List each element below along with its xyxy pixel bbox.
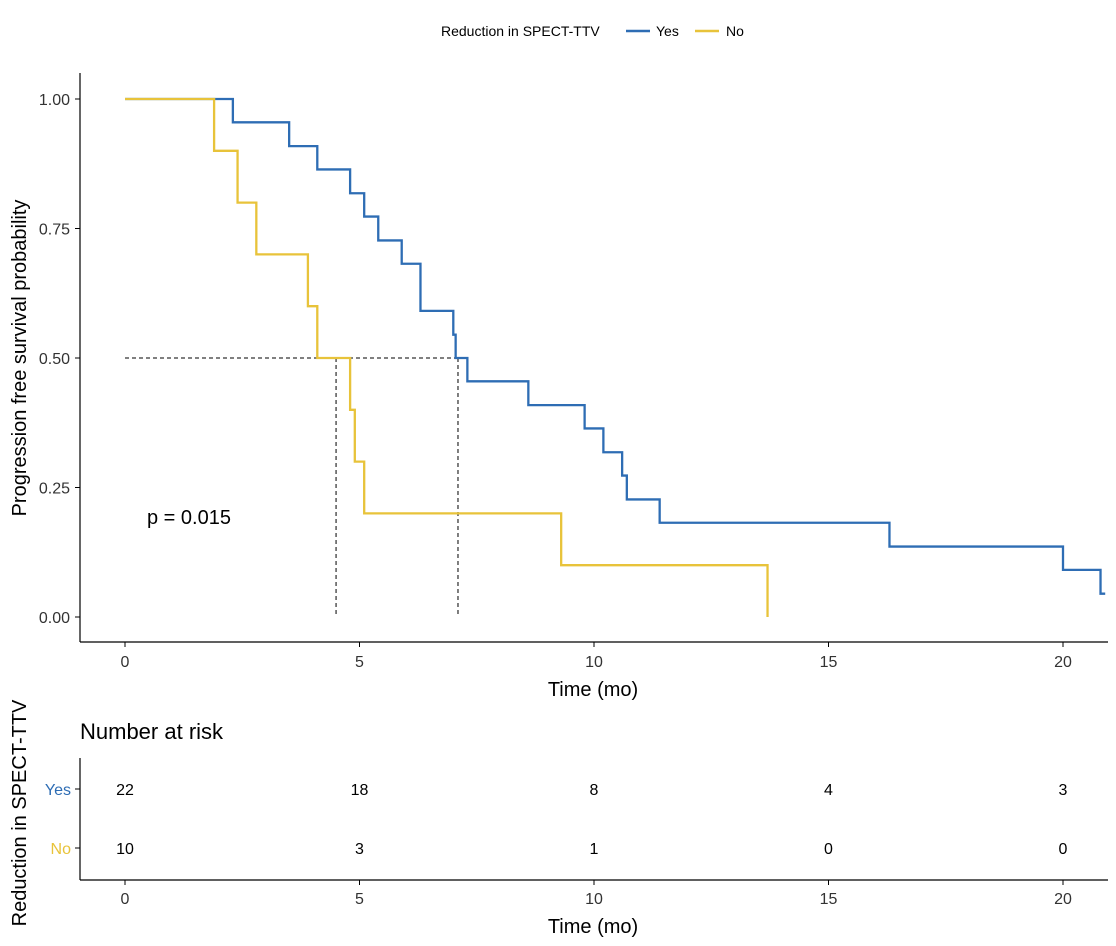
x-tick-label: 0	[121, 654, 130, 671]
risk-table: Number at risk Yes 22 18 8 4 3No 10 3 1 0 0 0 5 10 15…	[9, 699, 1108, 938]
y-tick-label: 0.00	[39, 610, 70, 627]
risk-x-ticks: 0 5 10 15 20	[121, 880, 1072, 908]
y-tick-label: 1.00	[39, 92, 70, 109]
risk-count: 22	[116, 782, 134, 799]
survival-curves	[125, 97, 1106, 617]
risk-count: 4	[824, 782, 833, 799]
x-tick-label: 5	[355, 654, 364, 671]
y-tick-label: 0.50	[39, 351, 70, 368]
x-ticks: 0 5 10 15 20	[121, 642, 1072, 671]
risk-count: 3	[355, 841, 364, 858]
risk-x-tick-label: 20	[1054, 891, 1072, 908]
risk-count: 0	[1059, 841, 1068, 858]
risk-x-tick-label: 15	[820, 891, 838, 908]
x-tick-label: 20	[1054, 654, 1072, 671]
x-tick-label: 15	[820, 654, 838, 671]
p-value-annotation: p = 0.015	[147, 507, 231, 529]
risk-x-tick-label: 10	[585, 891, 603, 908]
risk-count: 0	[824, 841, 833, 858]
risk-count: 3	[1059, 782, 1068, 799]
risk-row-label-yes: Yes	[45, 782, 71, 799]
x-tick-label: 10	[585, 654, 603, 671]
y-tick-label: 0.25	[39, 481, 70, 498]
risk-count: 8	[590, 782, 599, 799]
survival-curve-no	[125, 97, 769, 617]
risk-table-title: Number at risk	[80, 719, 224, 744]
risk-x-axis-title: Time (mo)	[548, 916, 638, 938]
legend-label-no: No	[726, 23, 744, 39]
risk-count: 18	[351, 782, 369, 799]
risk-x-tick-label: 5	[355, 891, 364, 908]
risk-y-axis-title: Reduction in SPECT-TTV	[9, 699, 31, 926]
risk-rows: Yes 22 18 8 4 3No 10 3 1 0 0	[45, 782, 1068, 858]
risk-count: 10	[116, 841, 134, 858]
risk-count: 1	[590, 841, 599, 858]
y-axis-title: Progression free survival probability	[9, 200, 31, 517]
x-axis-title: Time (mo)	[548, 679, 638, 701]
y-tick-label: 0.75	[39, 222, 70, 239]
legend-title: Reduction in SPECT-TTV	[441, 23, 600, 39]
legend: Reduction in SPECT-TTV Yes No	[441, 23, 744, 39]
risk-row-label-no: No	[51, 841, 72, 858]
y-ticks: 0.00 0.25 0.50 0.75 1.00	[39, 92, 80, 627]
legend-label-yes: Yes	[656, 23, 679, 39]
survival-curve-yes	[125, 97, 1106, 595]
main-plot-axes: 0.000.250.500.751.00 0 5 10 15 20 Time (mo) …	[9, 73, 1108, 701]
median-lines	[125, 357, 459, 617]
risk-x-tick-label: 0	[121, 891, 130, 908]
